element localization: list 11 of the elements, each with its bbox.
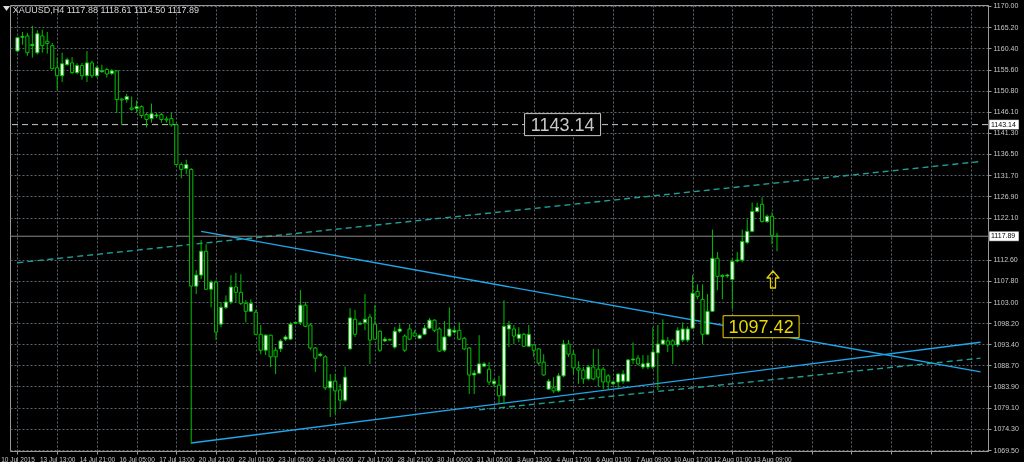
candlestick [769,211,775,245]
annotation: 1143.14 [530,114,595,135]
candlestick [486,361,492,386]
candlestick [640,354,646,370]
candlestick [774,232,780,252]
candlestick [84,50,90,83]
annotation: 1097.42 [728,316,794,337]
candlestick [228,274,234,305]
chart-title: XAUUSD,H4 1117.88 1118.61 1114.50 1117.89 [12,4,199,15]
candlestick [645,354,651,370]
candlestick [367,313,373,365]
